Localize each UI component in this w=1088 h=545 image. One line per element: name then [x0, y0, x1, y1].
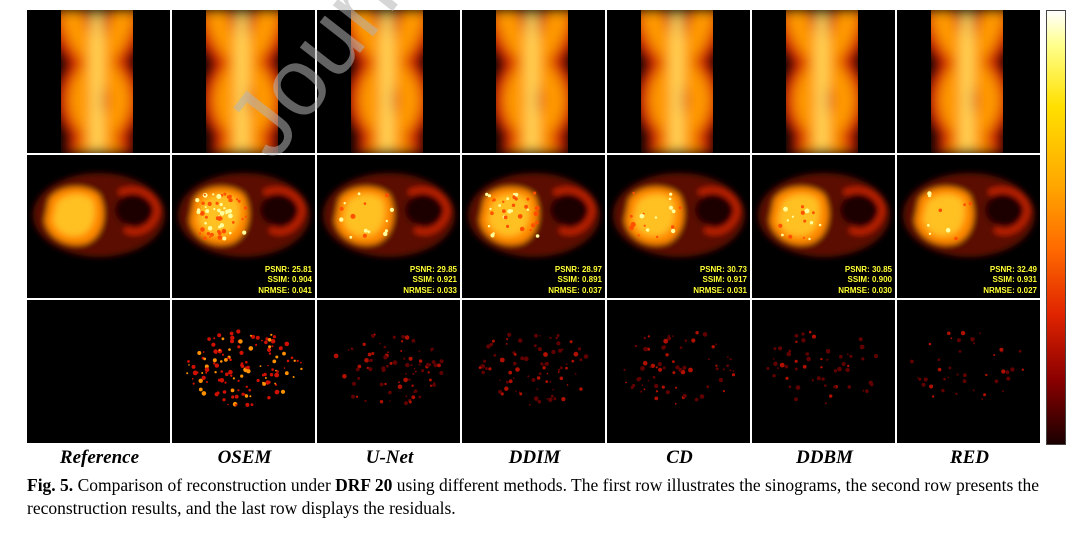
nrmse-value: NRMSE: 0.030 — [838, 285, 892, 295]
reconstruction-cd: PSNR: 30.73 SSIM: 0.917 NRMSE: 0.031 — [607, 155, 750, 298]
ssim-value: SSIM: 0.931 — [992, 275, 1037, 284]
metrics-ddim: PSNR: 28.97 SSIM: 0.891 NRMSE: 0.037 — [548, 265, 602, 297]
ssim-value: SSIM: 0.921 — [412, 275, 457, 284]
residual-cd — [607, 300, 750, 443]
sinogram-reference — [27, 10, 170, 153]
caption-emphasis: DRF 20 — [335, 475, 393, 495]
metrics-osem: PSNR: 25.81 SSIM: 0.904 NRMSE: 0.041 — [258, 265, 312, 297]
metrics-cd: PSNR: 30.73 SSIM: 0.917 NRMSE: 0.031 — [693, 265, 747, 297]
sinogram-ddim — [462, 10, 605, 153]
column-label-reference: Reference — [59, 447, 140, 468]
metrics-red: PSNR: 32.49 SSIM: 0.931 NRMSE: 0.027 — [983, 265, 1037, 297]
reconstruction-red: PSNR: 32.49 SSIM: 0.931 NRMSE: 0.027 — [897, 155, 1040, 298]
ssim-value: SSIM: 0.917 — [702, 275, 747, 284]
nrmse-value: NRMSE: 0.041 — [258, 285, 312, 295]
nrmse-value: NRMSE: 0.037 — [548, 285, 602, 295]
sinogram-red — [897, 10, 1040, 153]
column-label-cd: CD — [666, 447, 693, 468]
nrmse-value: NRMSE: 0.033 — [403, 285, 457, 295]
residual-u-net — [317, 300, 460, 443]
psnr-value: PSNR: 25.81 — [264, 264, 312, 274]
sinogram-cd — [607, 10, 750, 153]
figure-caption: Fig. 5. Comparison of reconstruction und… — [27, 474, 1067, 520]
figure-grid: PSNR: 25.81 SSIM: 0.904 NRMSE: 0.041 PSNR: … — [27, 10, 1040, 445]
caption-text-1: Comparison of reconstruction under — [73, 475, 336, 495]
column-label-red: RED — [949, 447, 990, 468]
reconstruction-ddbm: PSNR: 30.85 SSIM: 0.900 NRMSE: 0.030 — [752, 155, 895, 298]
residual-reference — [27, 300, 170, 443]
metrics-ddbm: PSNR: 30.85 SSIM: 0.900 NRMSE: 0.030 — [838, 265, 892, 297]
metrics-u-net: PSNR: 29.85 SSIM: 0.921 NRMSE: 0.033 — [403, 265, 457, 297]
sinogram-osem — [172, 10, 315, 153]
sinogram-u-net — [317, 10, 460, 153]
residual-osem — [172, 300, 315, 443]
column-label-u-net: U-Net — [365, 447, 414, 468]
colorbar — [1046, 10, 1066, 445]
reconstruction-u-net: PSNR: 29.85 SSIM: 0.921 NRMSE: 0.033 — [317, 155, 460, 298]
reconstruction-osem: PSNR: 25.81 SSIM: 0.904 NRMSE: 0.041 — [172, 155, 315, 298]
reconstruction-ddim: PSNR: 28.97 SSIM: 0.891 NRMSE: 0.037 — [462, 155, 605, 298]
psnr-value: PSNR: 28.97 — [554, 264, 602, 274]
residual-ddim — [462, 300, 605, 443]
psnr-value: PSNR: 32.49 — [989, 264, 1037, 274]
ssim-value: SSIM: 0.900 — [847, 275, 892, 284]
nrmse-value: NRMSE: 0.027 — [983, 285, 1037, 295]
column-label-ddbm: DDBM — [795, 447, 853, 468]
nrmse-value: NRMSE: 0.031 — [693, 285, 747, 295]
psnr-value: PSNR: 29.85 — [409, 264, 457, 274]
psnr-value: PSNR: 30.85 — [844, 264, 892, 274]
column-label-ddim: DDIM — [508, 447, 561, 468]
caption-text-2: using different methods. The first row i… — [27, 475, 1040, 518]
ssim-value: SSIM: 0.904 — [267, 275, 312, 284]
caption-label: Fig. 5. — [27, 475, 74, 495]
psnr-value: PSNR: 30.73 — [699, 264, 747, 274]
residual-ddbm — [752, 300, 895, 443]
reconstruction-reference — [27, 155, 170, 298]
column-label-osem: OSEM — [217, 447, 272, 468]
sinogram-ddbm — [752, 10, 895, 153]
residual-red — [897, 300, 1040, 443]
ssim-value: SSIM: 0.891 — [557, 275, 602, 284]
